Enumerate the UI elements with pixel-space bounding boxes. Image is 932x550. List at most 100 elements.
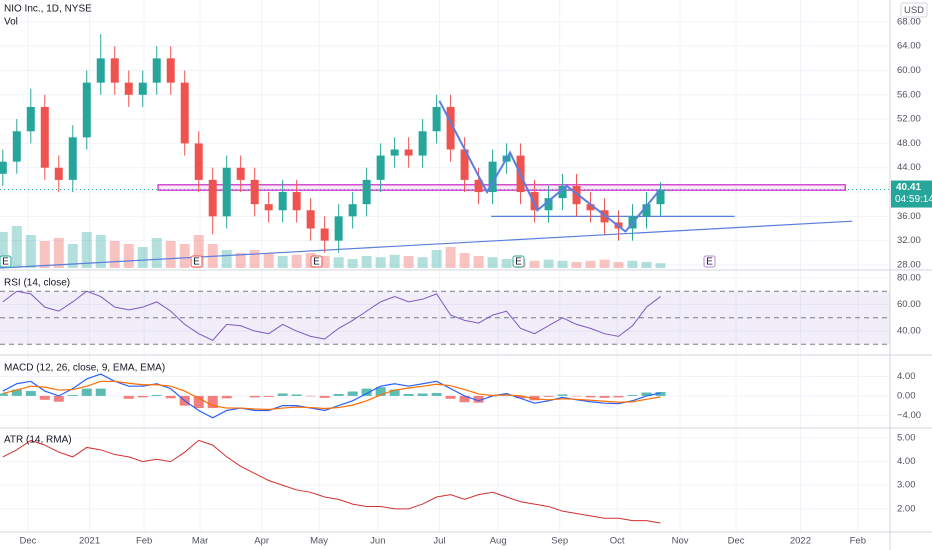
- volume-bar: [249, 250, 260, 268]
- y-tick-label: 64.00: [897, 41, 921, 52]
- indicator-line: [2, 290, 661, 341]
- earnings-marker[interactable]: [310, 255, 323, 268]
- volume-bar: [627, 260, 638, 268]
- y-tick-label: 48.00: [897, 138, 921, 149]
- candle-body: [306, 210, 315, 229]
- earnings-marker[interactable]: [512, 255, 525, 268]
- volume-bar: [347, 259, 358, 268]
- volume-bar: [263, 253, 274, 268]
- candle-body: [12, 131, 21, 162]
- histogram-bar: [0, 393, 8, 396]
- indicator-line: [2, 439, 661, 524]
- y-tick-label: 0.00: [897, 390, 916, 401]
- earnings-marker[interactable]: [0, 255, 12, 268]
- x-tick-label: Apr: [254, 536, 269, 547]
- volume-bar: [571, 262, 582, 268]
- y-tick-label: 40.00: [897, 326, 921, 337]
- candle-body: [418, 131, 427, 156]
- volume-bar: [291, 254, 302, 268]
- histogram-bar: [515, 395, 526, 399]
- histogram-bar: [613, 395, 624, 398]
- histogram-bar: [389, 389, 400, 396]
- candle-body: [152, 58, 161, 83]
- y-tick-label: 52.00: [897, 114, 921, 125]
- currency-box[interactable]: [900, 2, 928, 18]
- atr-title: ATR (14, RMA): [4, 435, 72, 446]
- earnings-icon: E: [706, 257, 713, 268]
- histogram-bar: [431, 392, 442, 396]
- candle-body: [166, 58, 175, 83]
- candle-body: [362, 179, 371, 205]
- earnings-marker[interactable]: [190, 255, 203, 268]
- candle-body: [264, 204, 273, 211]
- candle-body: [432, 106, 441, 132]
- histogram-bar: [263, 395, 274, 397]
- candle-body: [572, 185, 581, 205]
- histogram-bar: [249, 395, 260, 398]
- volume-bar: [179, 244, 190, 268]
- volume-bar: [137, 247, 148, 268]
- volume-bar: [543, 259, 554, 268]
- histogram-bar: [529, 395, 540, 401]
- candle-body: [110, 58, 119, 83]
- x-tick-label: Oct: [610, 536, 625, 547]
- volume-bar: [655, 263, 666, 268]
- histogram-bar: [207, 395, 218, 409]
- x-tick-label: Nov: [672, 536, 689, 547]
- volume-bar: [361, 256, 372, 268]
- y-tick-label: 32.00: [897, 235, 921, 246]
- currency: USD: [904, 5, 924, 16]
- volume-bar: [25, 235, 36, 268]
- candle-body: [544, 198, 553, 211]
- earnings-marker[interactable]: [703, 255, 716, 268]
- candle-body: [250, 179, 259, 205]
- histogram-bar: [53, 395, 64, 402]
- histogram-bar: [291, 394, 302, 396]
- candle-body: [586, 204, 595, 211]
- volume-bar: [375, 257, 386, 268]
- volume-bar: [277, 256, 288, 268]
- volume-bar: [557, 260, 568, 268]
- volume-bar: [67, 244, 78, 268]
- histogram-bar: [361, 388, 372, 396]
- y-tick-label: 28.00: [897, 259, 921, 270]
- volume-bar: [403, 256, 414, 268]
- volume-bar: [39, 241, 50, 268]
- histogram-bar: [25, 391, 36, 396]
- histogram-bar: [473, 395, 484, 403]
- histogram-bar: [655, 392, 666, 396]
- candle-body: [96, 58, 105, 83]
- x-tick-label: Sep: [551, 536, 568, 547]
- histogram-bar: [599, 395, 610, 398]
- candle-body: [124, 82, 133, 95]
- histogram-bar: [585, 395, 596, 398]
- y-tick-label: 3.00: [897, 480, 916, 491]
- candle-body: [138, 82, 147, 95]
- candle-body: [558, 185, 567, 199]
- x-tick-label: Jul: [433, 536, 445, 547]
- volume-bar: [193, 235, 204, 268]
- volume-bar: [459, 253, 470, 268]
- histogram-bar: [375, 387, 386, 396]
- candle-body: [40, 106, 49, 168]
- candle-body: [54, 167, 63, 180]
- volume-bar: [487, 257, 498, 268]
- pattern-line: [438, 100, 662, 233]
- zone-rectangle: [157, 183, 846, 191]
- candle-body: [446, 106, 455, 150]
- candle-body: [278, 192, 287, 211]
- candle-body: [292, 192, 301, 211]
- histogram-bar: [627, 394, 638, 396]
- x-tick-label: May: [310, 536, 328, 547]
- earnings-icon: E: [313, 257, 320, 268]
- candle-body: [194, 143, 203, 180]
- y-tick-label: 4.00: [897, 456, 916, 467]
- histogram-bar: [165, 395, 176, 399]
- histogram-bar: [459, 395, 470, 403]
- volume-bar: [0, 232, 8, 268]
- candle-body: [222, 167, 231, 217]
- candle-body: [656, 189, 665, 205]
